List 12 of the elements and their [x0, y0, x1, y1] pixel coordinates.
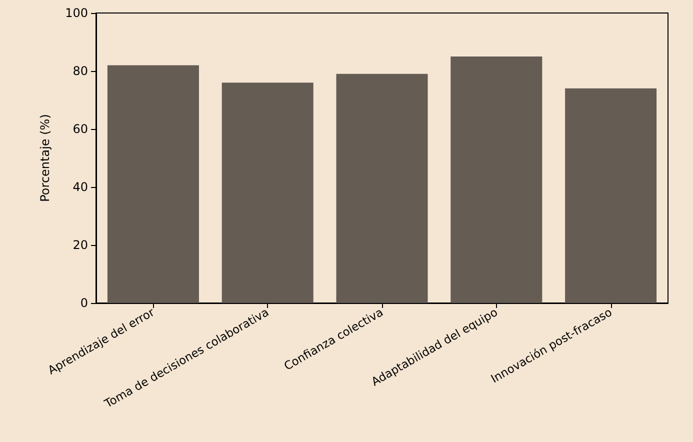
y-tick-label: 40	[72, 180, 88, 194]
y-tick-label: 60	[72, 122, 88, 136]
bar	[107, 65, 199, 303]
bar	[450, 56, 542, 303]
y-tick-label: 0	[80, 296, 88, 310]
y-tick-label: 20	[72, 238, 88, 252]
bar	[222, 82, 314, 303]
bar	[565, 88, 657, 303]
y-tick-label: 100	[65, 6, 88, 20]
y-tick-label: 80	[72, 64, 88, 78]
bar	[336, 74, 428, 303]
y-axis-title: Porcentaje (%)	[38, 114, 52, 202]
